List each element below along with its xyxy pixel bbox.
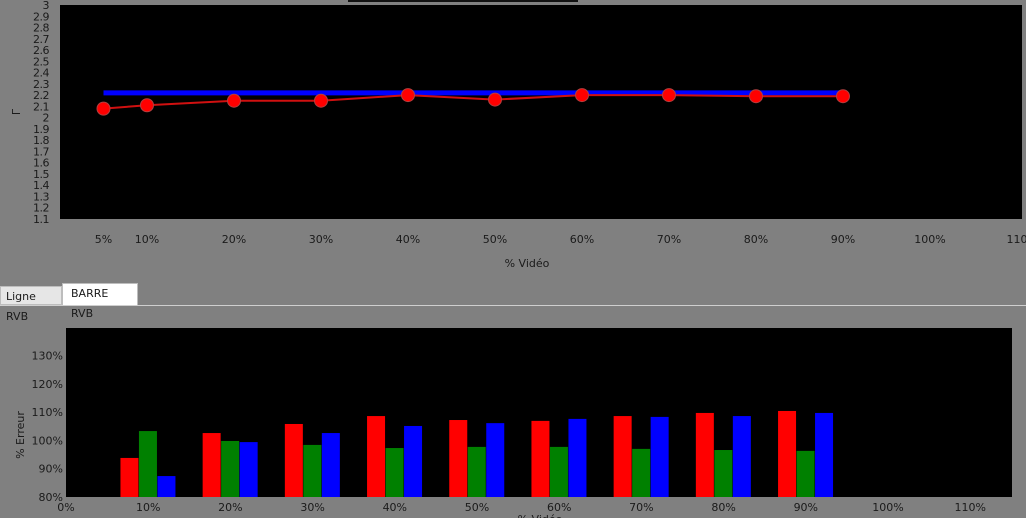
red-bar [284, 423, 303, 497]
y-tick-label: 2.3 [33, 78, 49, 91]
y-tick-label: 1.5 [33, 168, 49, 181]
red-bar [778, 410, 797, 497]
green-bar [385, 448, 404, 497]
x-tick-label: 110 [1007, 233, 1026, 246]
y-tick-label: 1.8 [33, 134, 49, 147]
green-bar [138, 431, 157, 497]
blue-bar [650, 416, 669, 497]
y-tick-label: 110% [32, 406, 63, 419]
y-axis-label: Γ [10, 108, 23, 115]
y-tick-label: 2.1 [33, 100, 49, 113]
x-tick-label: 50% [483, 233, 507, 246]
y-tick-label: 2 [43, 112, 50, 125]
y-axis-label: % Erreur [14, 411, 27, 459]
red-bar [120, 457, 139, 497]
red-bar [695, 412, 714, 497]
x-tick-label: 20% [218, 501, 242, 514]
y-tick-label: 2.6 [33, 44, 49, 57]
red-bar [449, 420, 468, 497]
x-tick-label: 110% [954, 501, 985, 514]
gamma-point [227, 93, 241, 108]
green-bar [549, 446, 568, 497]
y-tick-label: 1.4 [33, 179, 49, 192]
y-tick-label: 3 [43, 0, 50, 12]
x-tick-label: 80% [744, 233, 768, 246]
blue-bar [157, 476, 176, 497]
x-tick-label: 100% [914, 233, 945, 246]
measured-gamma-line [103, 94, 843, 110]
gamma-point [488, 92, 502, 107]
blue-bar [404, 425, 423, 497]
gamma-point [575, 88, 589, 103]
gamma-point [96, 101, 111, 116]
y-tick-label: 100% [32, 434, 63, 447]
x-tick-label: 50% [465, 501, 489, 514]
blue-bar [732, 416, 751, 497]
blue-bar [815, 412, 834, 497]
x-tick-label: 80% [711, 501, 735, 514]
y-tick-label: 130% [32, 350, 63, 363]
y-tick-label: 80% [39, 491, 63, 504]
green-bar [632, 448, 651, 497]
y-tick-label: 1.9 [33, 123, 49, 136]
x-tick-label: 30% [300, 501, 324, 514]
y-tick-label: 1.7 [33, 145, 49, 158]
x-tick-label: 40% [396, 233, 420, 246]
tab-strip: Ligne RVB BARRE RVB [0, 283, 1026, 323]
rgb-error-bar-chart: 80% 90% 100% 110% 120% 130% 0% 10% 20% 30% 40% 50% 6… [14, 328, 1012, 518]
blue-bar [321, 433, 340, 497]
window-bar [348, 0, 578, 2]
x-tick-label: 10% [136, 501, 160, 514]
green-bar [221, 440, 240, 497]
blue-bar [568, 418, 587, 497]
y-tick-label: 1.6 [33, 157, 49, 170]
x-tick-label: 10% [135, 233, 159, 246]
x-tick-label: 70% [657, 233, 681, 246]
plot-area [60, 5, 1022, 219]
x-axis-label: % Vidéo [518, 513, 563, 518]
x-tick-label: 0% [57, 501, 74, 514]
y-tick-label: 90% [39, 463, 63, 476]
gamma-chart: 1.11.21.31.41.51.61.71.81.922.12.22.32.4… [10, 0, 1026, 270]
gamma-point [140, 98, 154, 113]
red-bar [613, 416, 632, 497]
gamma-point [662, 88, 676, 103]
x-tick-label: 60% [547, 501, 571, 514]
red-bar [367, 416, 386, 497]
gamma-point [836, 89, 850, 104]
y-tick-label: 1.2 [33, 202, 49, 215]
y-tick-label: 2.8 [33, 22, 49, 35]
tab-ligne-rvb[interactable]: Ligne RVB [0, 286, 62, 323]
y-tick-label: 2.9 [33, 10, 49, 23]
green-bar [467, 446, 486, 497]
tab-barre-rvb[interactable]: BARRE RVB [62, 283, 138, 320]
x-tick-label: 90% [794, 501, 818, 514]
y-tick-label: 2.2 [33, 89, 49, 102]
y-tick-label: 1.3 [33, 190, 49, 203]
gamma-point [749, 89, 763, 104]
y-tick-label: 2.7 [33, 33, 49, 46]
green-bar [714, 450, 733, 497]
x-tick-label: 5% [95, 233, 112, 246]
blue-bar [486, 423, 505, 497]
x-tick-label: 60% [570, 233, 594, 246]
y-tick-label: 2.5 [33, 55, 49, 68]
y-tick-label: 1.1 [33, 213, 49, 226]
y-tick-label: 120% [32, 378, 63, 391]
green-bar [796, 450, 815, 497]
x-tick-label: 90% [831, 233, 855, 246]
blue-bar [239, 442, 258, 497]
red-bar [531, 420, 550, 497]
x-tick-label: 70% [629, 501, 653, 514]
x-tick-label: 20% [222, 233, 246, 246]
x-axis-label: % Vidéo [505, 257, 550, 270]
x-tick-label: 30% [309, 233, 333, 246]
red-bar [202, 433, 221, 497]
x-tick-label: 40% [383, 501, 407, 514]
gamma-point [314, 93, 328, 108]
gamma-point [401, 88, 415, 103]
y-tick-label: 2.4 [33, 67, 49, 80]
green-bar [303, 444, 322, 497]
x-tick-label: 100% [872, 501, 903, 514]
